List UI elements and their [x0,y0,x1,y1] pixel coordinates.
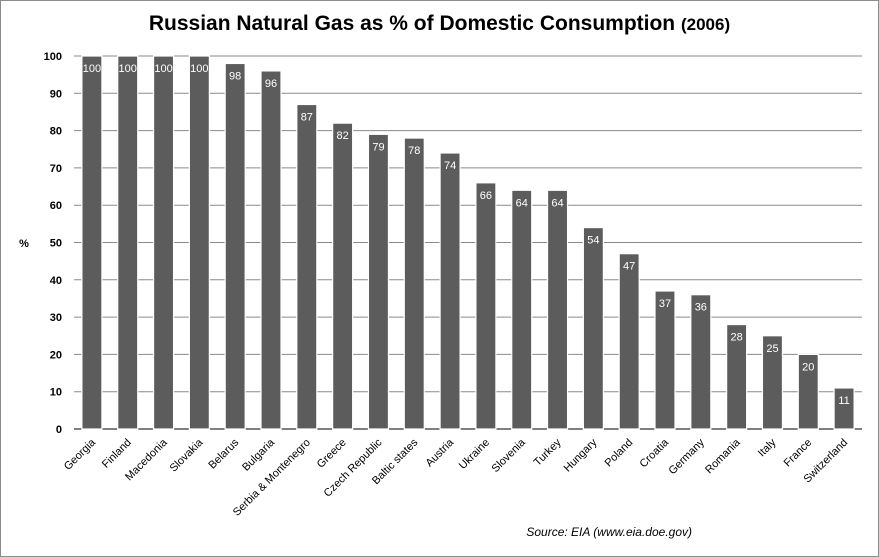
bar [296,103,318,430]
chart-title-text: Russian Natural Gas as % of Domestic Con… [148,12,676,35]
data-label: 64 [551,197,563,209]
bar [224,62,246,430]
data-label: 74 [444,160,456,172]
y-tick-label: 0 [56,424,62,436]
data-label: 78 [408,145,420,157]
bar [618,253,640,430]
x-category-label: Turkey [532,436,564,468]
data-label: 98 [229,70,241,82]
data-label: 54 [587,235,599,247]
x-category-label: Slovakia [168,436,207,475]
x-category-label: Romania [703,436,743,476]
bar [439,152,461,430]
data-label: 100 [154,63,172,75]
data-label: 37 [659,298,671,310]
data-label: 28 [731,332,743,344]
bar [833,387,855,430]
data-label: 79 [372,141,384,153]
bar [367,133,390,430]
data-label: 66 [480,190,492,202]
y-tick-label: 70 [50,163,62,175]
y-tick-label: 80 [50,126,62,138]
x-category-label: Finland [100,437,134,471]
data-label: 100 [83,63,101,75]
data-label: 25 [766,343,778,355]
data-label: 47 [623,261,635,273]
bar [511,189,533,430]
data-label: 11 [838,395,849,407]
y-axis-label: % [19,238,29,250]
data-label: 82 [337,130,349,142]
data-label: 64 [516,197,528,209]
y-tick-label: 40 [50,275,62,287]
bars [81,55,855,430]
bar [332,122,354,430]
bar [654,290,676,430]
x-category-label: Hungary [562,436,600,474]
x-category-label: Austria [424,436,457,469]
data-label: 20 [802,361,814,373]
bar [726,323,748,430]
y-tick-label: 30 [50,312,62,324]
data-label: 96 [265,78,277,90]
bar [690,294,712,430]
y-tick-label: 20 [50,349,62,361]
bar [475,182,497,430]
y-tick-label: 60 [50,200,62,212]
bar [81,55,103,430]
data-label: 100 [190,63,208,75]
data-label: 100 [119,63,137,75]
y-tick-label: 100 [44,51,62,63]
x-category-label: France [782,437,815,470]
x-category-label: Poland [603,437,636,470]
x-category-label: Belarus [206,436,241,471]
data-label: 87 [301,111,313,123]
data-labels: 100 100 100 100 98 96 87 82 79 78 74 66 64 64 54 47 37 36… [83,63,850,407]
x-category-label: Ukraine [457,437,492,472]
x-category-label: Greece [315,437,349,471]
x-category-label: Italy [756,436,779,459]
y-tick-label: 50 [50,238,62,250]
bar [117,55,139,430]
source-note: Source: EIA (www.eia.doe.gov) [526,525,692,539]
x-category-label: Slovenia [490,436,529,475]
bar [152,55,175,430]
x-category-label: Georgia [62,436,99,473]
chart-title: Russian Natural Gas as % of Domestic Con… [0,12,879,36]
chart-title-year: (2006) [680,15,731,34]
x-category-label: Germany [666,436,707,477]
bar [188,55,210,430]
bar [582,226,604,430]
y-axis-ticks: 0 10 20 30 40 50 60 70 80 90 100 [44,51,62,436]
bar [797,353,819,430]
y-tick-label: 10 [50,387,62,399]
bar [403,137,425,430]
x-category-label: Croatia [638,436,672,470]
data-label: 36 [695,302,707,314]
bar [761,335,784,430]
bar [260,70,282,430]
bar [546,189,569,430]
y-tick-label: 90 [50,88,62,100]
